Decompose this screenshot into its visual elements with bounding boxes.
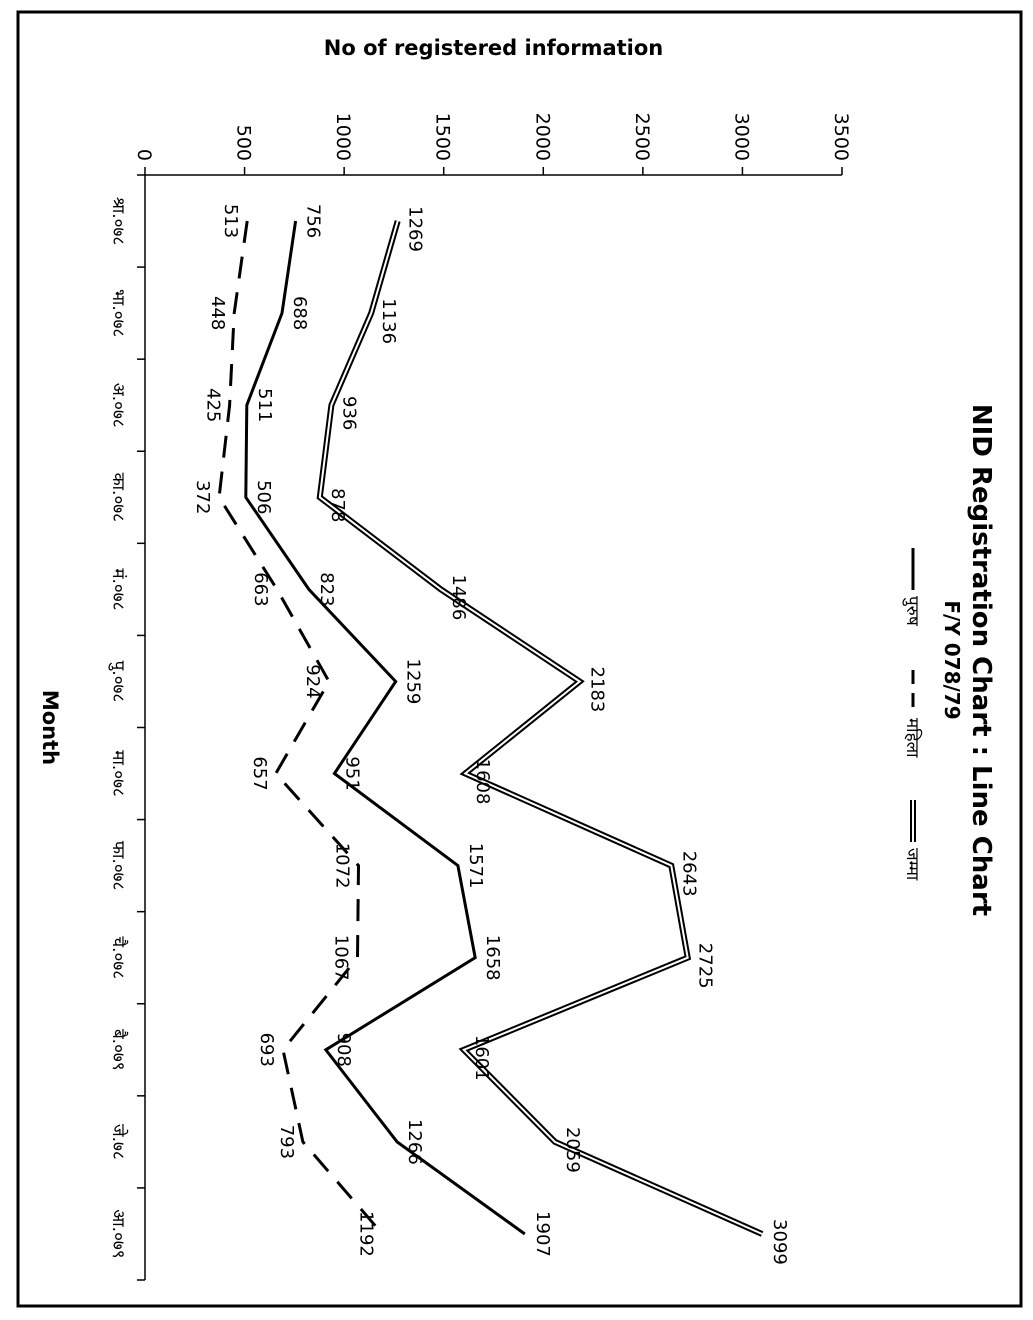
- data-label-0-1: 688: [289, 296, 310, 330]
- data-label-0-9: 908: [333, 1033, 354, 1067]
- data-label-2-11: 3099: [769, 1219, 790, 1265]
- x-tick-label: मं.०७८: [108, 568, 128, 610]
- data-label-2-8: 2725: [695, 943, 716, 989]
- x-tick-label: चै.०७८: [108, 936, 129, 979]
- data-label-2-7: 2643: [678, 851, 699, 897]
- series-line-0: [244, 220, 526, 1236]
- data-label-1-10: 793: [276, 1125, 297, 1159]
- data-label-0-3: 506: [253, 480, 274, 514]
- series-line-inner-2: [318, 220, 763, 1235]
- data-label-1-3: 372: [192, 480, 213, 514]
- x-tick-label: का.०७८: [108, 473, 128, 522]
- data-label-0-0: 756: [303, 204, 324, 238]
- x-tick-label: भा.०७८: [108, 289, 128, 337]
- chart-subtitle: F/Y 078/79: [940, 600, 964, 719]
- y-tick-label: 2000: [531, 113, 553, 161]
- x-tick-label: पु.०७८: [108, 661, 128, 703]
- data-label-0-5: 1259: [403, 659, 424, 705]
- x-tick-label: श्रा.०७८: [108, 197, 128, 245]
- data-label-2-6: 1608: [472, 759, 493, 805]
- data-label-0-4: 823: [316, 572, 337, 606]
- legend-label-2: जम्मा: [902, 848, 922, 881]
- data-label-2-2: 936: [338, 396, 359, 430]
- y-tick-label: 1000: [332, 113, 354, 161]
- chart-title: NID Registration Chart : Line Chart: [966, 404, 996, 916]
- y-tick-label: 1500: [432, 113, 454, 161]
- data-label-2-0: 1269: [405, 206, 426, 252]
- y-tick-label: 3500: [830, 113, 852, 161]
- data-label-2-10: 2059: [562, 1127, 583, 1173]
- data-label-1-4: 663: [250, 572, 271, 606]
- data-label-2-3: 878: [327, 488, 348, 522]
- data-label-1-1: 448: [207, 296, 228, 330]
- y-tick-label: 500: [233, 125, 255, 161]
- data-label-0-7: 1571: [465, 843, 486, 889]
- x-tick-label: बै.०७९: [108, 1029, 129, 1071]
- x-tick-label: आ.०७९: [108, 1209, 128, 1258]
- legend-label-1: महिला: [902, 718, 923, 758]
- y-tick-label: 2500: [631, 113, 653, 161]
- data-label-1-2: 425: [203, 388, 224, 422]
- data-label-2-4: 1486: [448, 574, 469, 620]
- data-label-1-9: 693: [256, 1033, 277, 1067]
- y-axis-title: No of registered information: [324, 36, 663, 60]
- data-label-1-5: 924: [302, 664, 323, 698]
- x-tick-label: अ.०७८: [108, 383, 128, 428]
- x-tick-label: जे.७८: [108, 1124, 129, 1160]
- y-tick-label: 0: [133, 149, 155, 161]
- data-label-1-11: 1192: [355, 1211, 376, 1257]
- chart-frame: [16, 10, 1023, 1308]
- x-tick-label: मा.०७८: [108, 750, 128, 797]
- data-label-1-6: 657: [249, 756, 270, 790]
- series-line-1: [217, 220, 384, 1235]
- data-label-1-8: 1067: [330, 935, 351, 981]
- data-label-1-7: 1072: [331, 843, 352, 889]
- data-label-2-5: 2183: [587, 667, 608, 713]
- data-label-0-11: 1907: [532, 1211, 553, 1257]
- data-label-0-8: 1658: [482, 935, 503, 981]
- data-label-0-6: 951: [341, 756, 362, 790]
- legend-label-0: पुरुष: [902, 596, 922, 627]
- y-tick-label: 3000: [730, 113, 752, 161]
- data-label-0-2: 511: [254, 388, 275, 422]
- series-line-2: [316, 220, 764, 1237]
- x-axis-title: Month: [38, 690, 62, 765]
- data-label-1-0: 513: [220, 204, 241, 238]
- data-label-0-10: 1266: [404, 1119, 425, 1165]
- data-label-2-1: 1136: [378, 298, 399, 344]
- data-label-2-9: 1601: [471, 1035, 492, 1081]
- x-tick-label: फा.०७८: [108, 841, 128, 890]
